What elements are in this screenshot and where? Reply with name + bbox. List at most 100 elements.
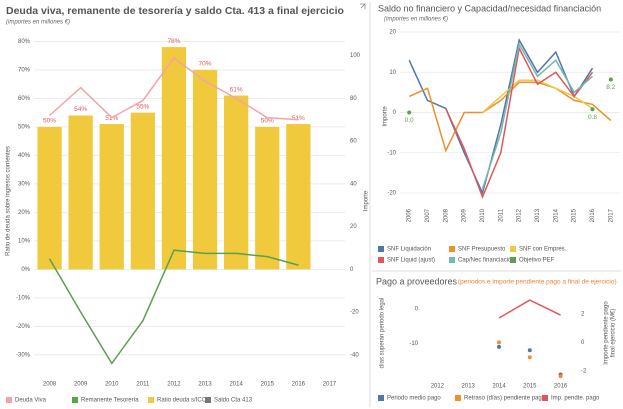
legend-label: Objetivo PEF xyxy=(519,258,555,264)
y2-tick-label: 60 xyxy=(350,139,357,145)
x-tick-label: 2012 xyxy=(167,382,181,388)
legend-swatch xyxy=(148,397,154,403)
x-tick-label: 2008 xyxy=(443,208,449,222)
x-tick-label: 2010 xyxy=(105,382,119,388)
bar xyxy=(68,115,93,270)
legend-label: Imp. pendte. pago xyxy=(551,396,600,402)
line xyxy=(408,81,612,153)
x-tick-label: 2014 xyxy=(492,384,506,390)
chart-title: Saldo no financiero y Capacidad/necesida… xyxy=(378,3,601,13)
legend-label: SNF con Empres. xyxy=(519,247,567,253)
y-tick-label: -10 xyxy=(387,150,396,156)
x-tick-label: 2007 xyxy=(425,208,431,222)
x-tick-label: 2015 xyxy=(261,382,275,388)
y-tick-label: 0 xyxy=(415,306,419,312)
y2-tick-label: -20 xyxy=(350,310,359,316)
dot xyxy=(527,348,532,353)
y2-tick-label: -40 xyxy=(350,352,359,358)
x-tick-label: 2006 xyxy=(407,208,413,222)
data-label: 8.2 xyxy=(606,84,615,91)
line xyxy=(445,45,594,200)
x-tick-label: 2009 xyxy=(462,208,468,222)
x-tick-label: 2015 xyxy=(523,384,537,390)
dot xyxy=(407,110,412,115)
y-tick-label: -20% xyxy=(16,324,31,330)
bar xyxy=(99,124,124,270)
x-tick-label: 2014 xyxy=(553,208,559,222)
y2-tick-label: 40 xyxy=(350,181,357,187)
data-label: 50% xyxy=(261,118,274,125)
dot xyxy=(590,107,595,112)
x-tick-label: 2016 xyxy=(590,208,596,222)
y-axis-title: Ratio de deuda sobre ingresos corrientes xyxy=(6,146,12,256)
x-tick-label: 2013 xyxy=(462,384,476,390)
legend-swatch xyxy=(378,246,384,252)
y2-tick-label: -2 xyxy=(581,368,587,374)
x-tick-label: 2011 xyxy=(498,208,504,222)
y2-tick-label: 2 xyxy=(581,311,585,317)
y-tick-label: 20% xyxy=(18,210,31,216)
y-tick-label: 40% xyxy=(18,153,31,159)
legend-label: SNF Liquidación xyxy=(387,247,431,253)
y-tick-label: 30% xyxy=(18,181,31,187)
line xyxy=(481,42,593,190)
bar xyxy=(130,112,155,270)
x-tick-label: 2011 xyxy=(136,382,150,388)
bar xyxy=(37,126,62,270)
y2-tick-label: 100 xyxy=(350,53,361,59)
legend-label: Cap/Nec financiación xyxy=(458,258,515,264)
y-tick-label: 0% xyxy=(21,267,30,273)
legend-label: Deuda Viva xyxy=(15,398,47,404)
dot xyxy=(558,374,563,379)
x-tick-label: 2016 xyxy=(554,384,568,390)
expand-icon xyxy=(360,3,366,9)
bar xyxy=(161,47,187,270)
y-tick-label: 70% xyxy=(18,67,31,73)
y2-tick-label: 0 xyxy=(350,267,354,273)
legend-label: Periodo medio pago xyxy=(387,396,441,402)
legend-swatch xyxy=(510,246,516,252)
legend-label: Remanente Tesorería xyxy=(81,398,139,404)
y-tick-label: 10 xyxy=(389,70,396,76)
legend-swatch xyxy=(378,395,384,401)
line xyxy=(498,299,561,319)
legend-label: SNF Liquid (ajust) xyxy=(387,258,435,264)
y2-tick-label: 20 xyxy=(350,224,357,230)
legend-swatch xyxy=(205,397,211,403)
data-label: 78% xyxy=(167,38,180,45)
legend-swatch xyxy=(542,395,548,401)
x-tick-label: 2008 xyxy=(43,382,57,388)
legend-swatch xyxy=(510,257,516,263)
data-label: 70% xyxy=(199,61,212,68)
x-tick-label: 2014 xyxy=(229,382,243,388)
legend-label: Ratio deuda s/ICC xyxy=(157,398,207,404)
legend-swatch xyxy=(449,257,455,263)
legend-swatch xyxy=(449,246,455,252)
legend-swatch xyxy=(378,257,384,263)
bar xyxy=(192,69,218,270)
legend-label: Saldo Cta 413 xyxy=(214,398,253,404)
line xyxy=(408,38,594,196)
chart-title: Deuda viva, remanente de tesorería y sal… xyxy=(6,5,344,17)
data-label: 55% xyxy=(136,103,149,110)
dot xyxy=(527,355,532,360)
y-tick-label: 50% xyxy=(18,124,31,130)
data-label: 61% xyxy=(230,86,243,93)
legend-swatch xyxy=(6,397,12,403)
y2-tick-label: 80 xyxy=(350,96,357,102)
line xyxy=(49,56,299,121)
y-tick-label: -30% xyxy=(16,352,31,358)
line xyxy=(48,249,299,365)
data-label: 50% xyxy=(43,118,56,125)
data-label: 51% xyxy=(292,115,305,122)
x-tick-label: 2017 xyxy=(323,382,337,388)
y-tick-label: -10 xyxy=(409,341,418,347)
y-tick-label: -20 xyxy=(387,191,396,197)
y-axis-title: Importe xyxy=(383,106,389,127)
y2-axis-title: Importe xyxy=(364,190,370,211)
bar xyxy=(255,126,280,270)
data-label: 0.0 xyxy=(405,117,414,124)
x-tick-label: 2013 xyxy=(198,382,212,388)
y-axis-title: días superan periodo legal xyxy=(380,298,386,369)
